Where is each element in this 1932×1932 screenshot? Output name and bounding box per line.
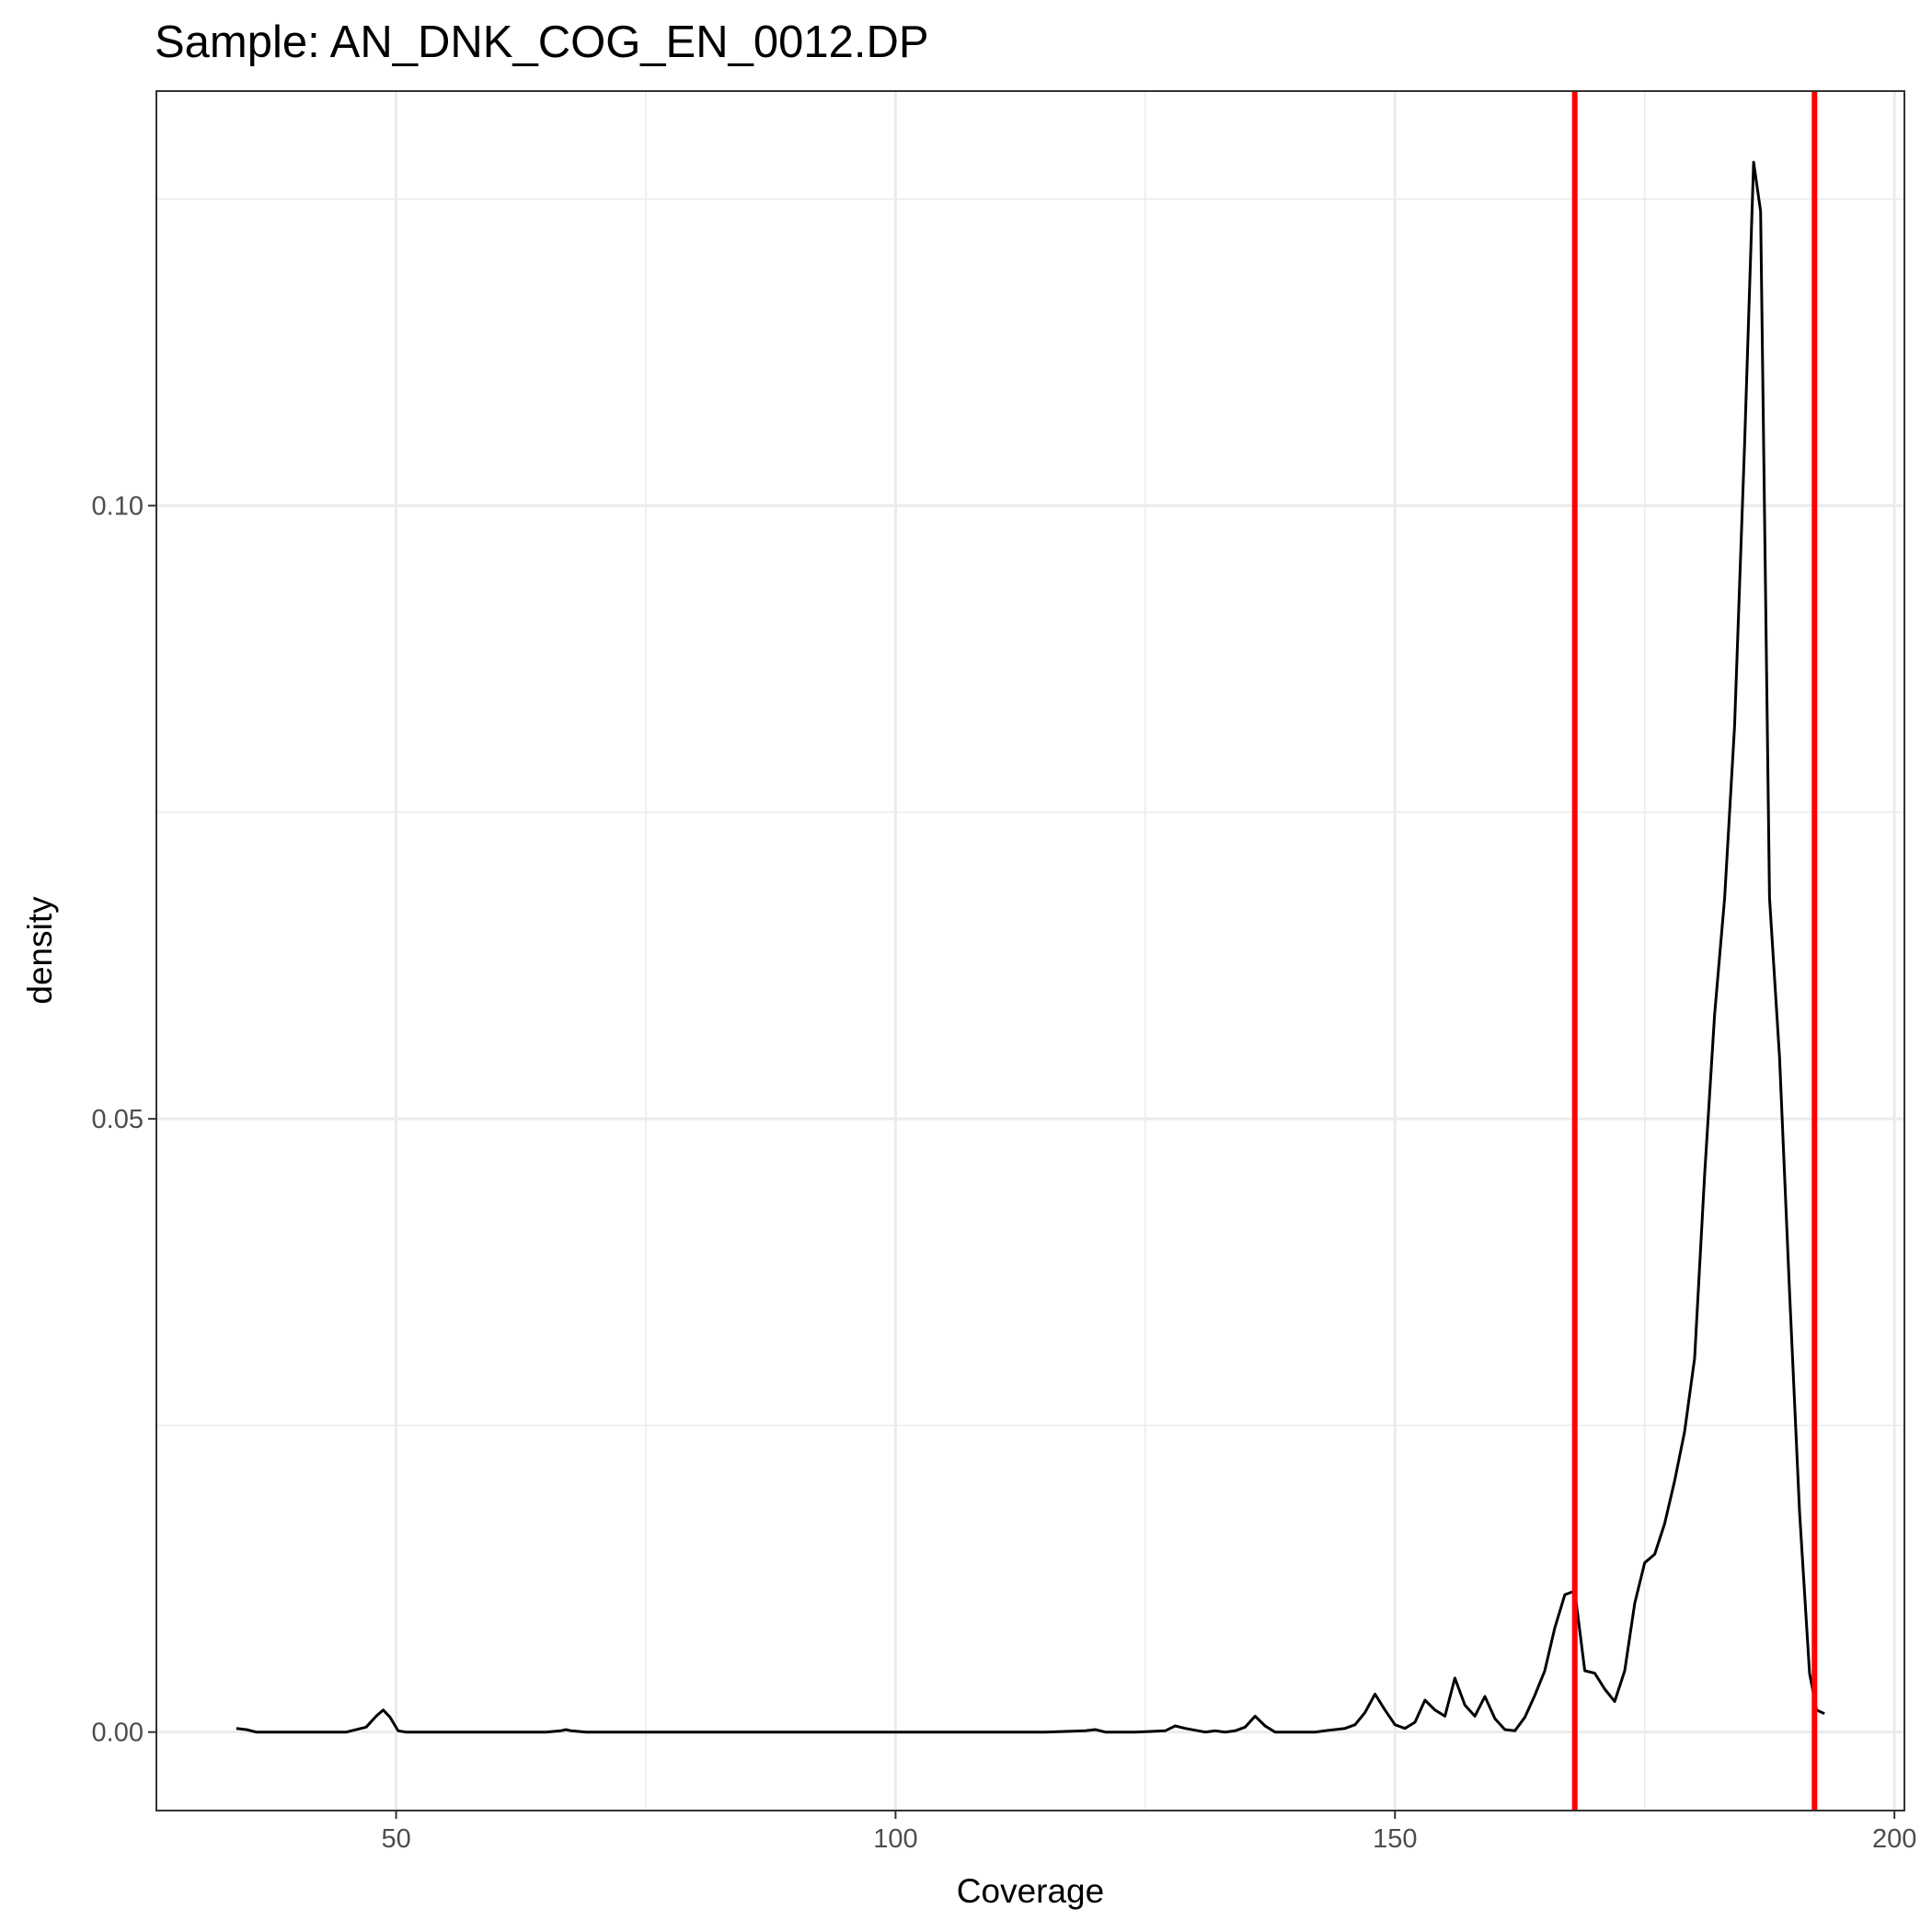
chart-title: Sample: AN_DNK_COG_EN_0012.DP (155, 17, 929, 67)
x-tick-label: 100 (873, 1824, 917, 1854)
y-tick-label: 0.00 (92, 1719, 144, 1748)
threshold-lines (1571, 91, 1818, 1811)
minor-gridlines (156, 91, 1904, 1811)
x-tick-label: 150 (1373, 1824, 1417, 1854)
y-axis: 0.00 0.05 0.10 (92, 492, 156, 1748)
x-axis-title: Coverage (957, 1872, 1104, 1910)
panel-border (155, 90, 1905, 1811)
x-tick-label: 50 (381, 1824, 410, 1854)
x-axis: 50 100 150 200 (381, 1811, 1916, 1854)
series-layer (236, 160, 1825, 1734)
y-tick-label: 0.05 (92, 1105, 144, 1134)
density-series-line (236, 160, 1825, 1734)
panel-background (156, 91, 1904, 1811)
y-axis-title: density (21, 896, 59, 1005)
x-tick-label: 200 (1872, 1824, 1916, 1854)
y-tick-label: 0.10 (92, 492, 144, 522)
